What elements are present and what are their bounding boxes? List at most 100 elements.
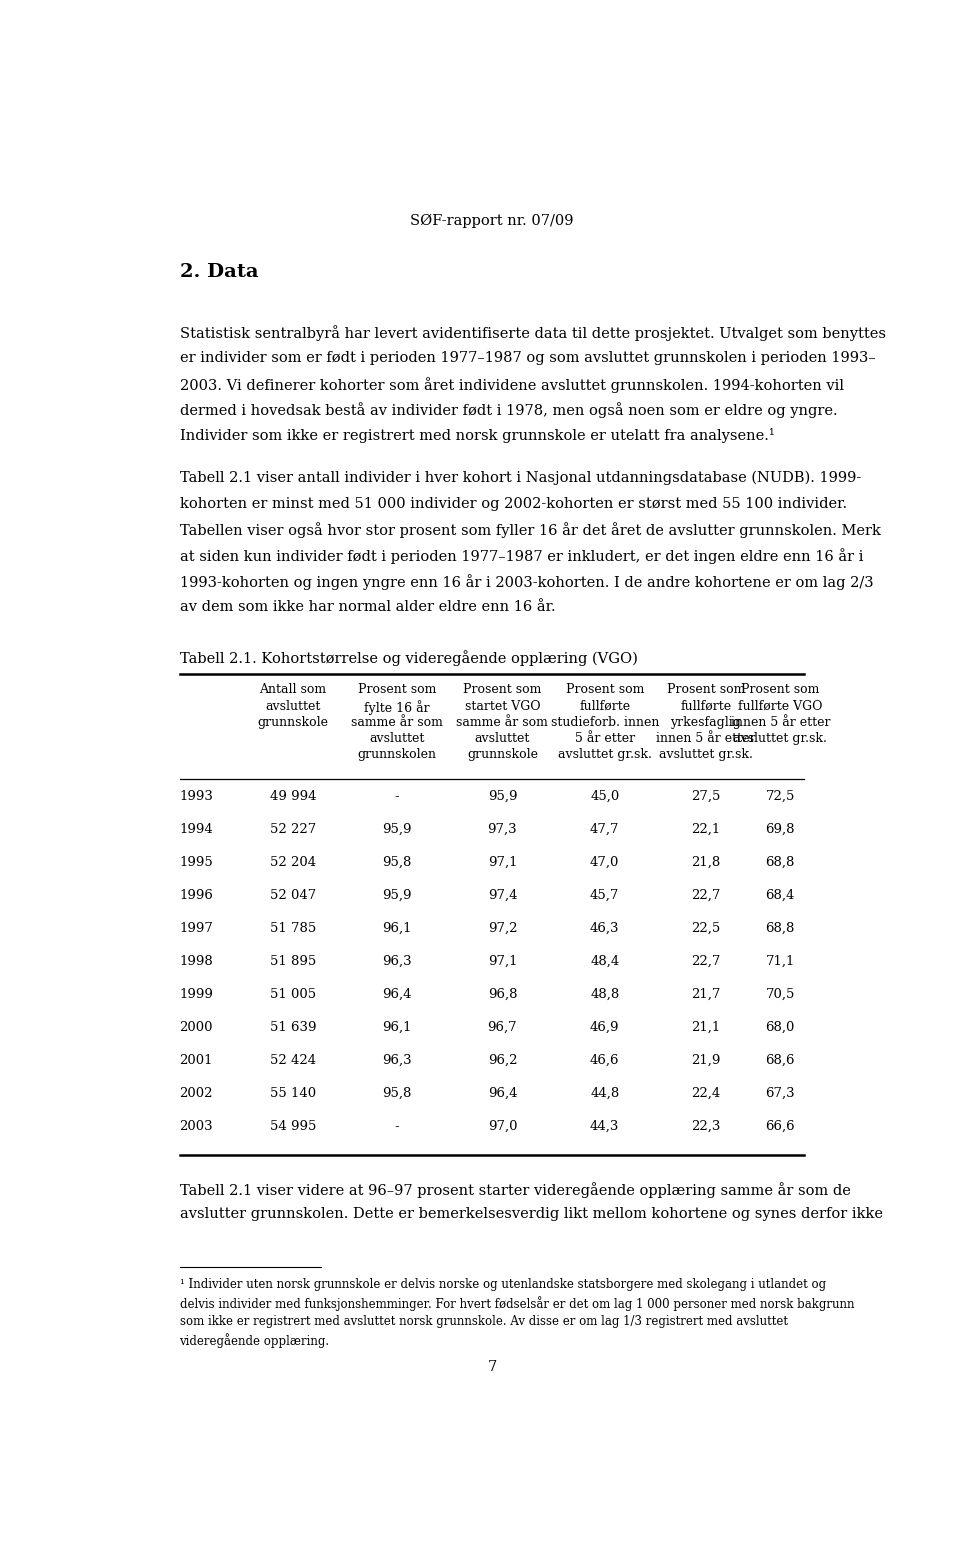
Text: SØF-rapport nr. 07/09: SØF-rapport nr. 07/09 xyxy=(410,214,574,228)
Text: 47,0: 47,0 xyxy=(590,856,619,868)
Text: 97,3: 97,3 xyxy=(488,823,517,836)
Text: 1994: 1994 xyxy=(180,823,213,836)
Text: Tabellen viser også hvor stor prosent som fyller 16 år det året de avslutter gru: Tabellen viser også hvor stor prosent so… xyxy=(180,522,880,538)
Text: 68,0: 68,0 xyxy=(766,1021,795,1034)
Text: 2001: 2001 xyxy=(180,1054,213,1066)
Text: 54 995: 54 995 xyxy=(270,1119,316,1133)
Text: 96,4: 96,4 xyxy=(382,988,412,1001)
Text: avsluttet gr.sk.: avsluttet gr.sk. xyxy=(733,733,828,745)
Text: Prosent som: Prosent som xyxy=(666,683,745,697)
Text: 21,9: 21,9 xyxy=(691,1054,721,1066)
Text: avsluttet: avsluttet xyxy=(265,700,321,712)
Text: Tabell 2.1 viser videre at 96–97 prosent starter videregående opplæring samme år: Tabell 2.1 viser videre at 96–97 prosent… xyxy=(180,1182,851,1197)
Text: 97,0: 97,0 xyxy=(488,1119,517,1133)
Text: 97,1: 97,1 xyxy=(488,856,517,868)
Text: 2000: 2000 xyxy=(180,1021,213,1034)
Text: startet VGO: startet VGO xyxy=(465,700,540,712)
Text: 22,1: 22,1 xyxy=(691,823,721,836)
Text: 21,8: 21,8 xyxy=(691,856,721,868)
Text: 27,5: 27,5 xyxy=(691,790,721,803)
Text: Prosent som: Prosent som xyxy=(464,683,541,697)
Text: 68,6: 68,6 xyxy=(765,1054,795,1066)
Text: grunnskole: grunnskole xyxy=(257,716,328,730)
Text: 44,3: 44,3 xyxy=(590,1119,619,1133)
Text: dermed i hovedsak bestå av individer født i 1978, men også noen som er eldre og : dermed i hovedsak bestå av individer fød… xyxy=(180,402,837,418)
Text: samme år som: samme år som xyxy=(351,716,444,730)
Text: Statistisk sentralbyrå har levert avidentifiserte data til dette prosjektet. Utv: Statistisk sentralbyrå har levert aviden… xyxy=(180,326,885,341)
Text: 71,1: 71,1 xyxy=(766,954,795,968)
Text: Antall som: Antall som xyxy=(259,683,326,697)
Text: avsluttet: avsluttet xyxy=(370,733,425,745)
Text: 52 424: 52 424 xyxy=(270,1054,316,1066)
Text: 95,9: 95,9 xyxy=(488,790,517,803)
Text: 45,7: 45,7 xyxy=(590,889,619,901)
Text: 21,7: 21,7 xyxy=(691,988,721,1001)
Text: av dem som ikke har normal alder eldre enn 16 år.: av dem som ikke har normal alder eldre e… xyxy=(180,600,555,614)
Text: avslutter grunnskolen. Dette er bemerkelsesverdig likt mellom kohortene og synes: avslutter grunnskolen. Dette er bemerkel… xyxy=(180,1208,882,1221)
Text: 7: 7 xyxy=(488,1359,496,1373)
Text: 47,7: 47,7 xyxy=(590,823,619,836)
Text: ¹ Individer uten norsk grunnskole er delvis norske og utenlandske statsborgere m: ¹ Individer uten norsk grunnskole er del… xyxy=(180,1278,826,1291)
Text: fullførte: fullførte xyxy=(681,700,732,712)
Text: 1995: 1995 xyxy=(180,856,213,868)
Text: Tabell 2.1 viser antall individer i hver kohort i Nasjonal utdanningsdatabase (N: Tabell 2.1 viser antall individer i hver… xyxy=(180,471,861,485)
Text: 96,1: 96,1 xyxy=(382,921,412,935)
Text: som ikke er registrert med avsluttet norsk grunnskole. Av disse er om lag 1/3 re: som ikke er registrert med avsluttet nor… xyxy=(180,1314,787,1328)
Text: grunnskole: grunnskole xyxy=(467,748,538,761)
Text: 95,8: 95,8 xyxy=(382,1087,412,1099)
Text: 52 204: 52 204 xyxy=(270,856,316,868)
Text: 22,7: 22,7 xyxy=(691,954,721,968)
Text: -: - xyxy=(395,1119,399,1133)
Text: 49 994: 49 994 xyxy=(270,790,316,803)
Text: Individer som ikke er registrert med norsk grunnskole er utelatt fra analysene.¹: Individer som ikke er registrert med nor… xyxy=(180,429,775,443)
Text: 96,8: 96,8 xyxy=(488,988,517,1001)
Text: Prosent som: Prosent som xyxy=(358,683,437,697)
Text: videregående opplæring.: videregående opplæring. xyxy=(180,1333,329,1349)
Text: at siden kun individer født i perioden 1977–1987 er inkludert, er det ingen eldr: at siden kun individer født i perioden 1… xyxy=(180,549,863,564)
Text: 1993: 1993 xyxy=(180,790,213,803)
Text: 2003. Vi definerer kohorter som året individene avsluttet grunnskolen. 1994-koho: 2003. Vi definerer kohorter som året ind… xyxy=(180,377,844,393)
Text: 68,8: 68,8 xyxy=(766,921,795,935)
Text: 95,8: 95,8 xyxy=(382,856,412,868)
Text: 51 785: 51 785 xyxy=(270,921,316,935)
Text: 96,3: 96,3 xyxy=(382,1054,412,1066)
Text: 68,8: 68,8 xyxy=(766,856,795,868)
Text: 48,4: 48,4 xyxy=(590,954,619,968)
Text: 48,8: 48,8 xyxy=(590,988,619,1001)
Text: 69,8: 69,8 xyxy=(765,823,795,836)
Text: 46,9: 46,9 xyxy=(590,1021,619,1034)
Text: 46,6: 46,6 xyxy=(590,1054,619,1066)
Text: 22,3: 22,3 xyxy=(691,1119,721,1133)
Text: 22,7: 22,7 xyxy=(691,889,721,901)
Text: innen 5 år etter: innen 5 år etter xyxy=(731,716,830,730)
Text: 52 047: 52 047 xyxy=(270,889,316,901)
Text: avsluttet gr.sk.: avsluttet gr.sk. xyxy=(659,748,753,761)
Text: 96,4: 96,4 xyxy=(488,1087,517,1099)
Text: 96,3: 96,3 xyxy=(382,954,412,968)
Text: avsluttet: avsluttet xyxy=(475,733,530,745)
Text: 51 639: 51 639 xyxy=(270,1021,316,1034)
Text: kohorten er minst med 51 000 individer og 2002-kohorten er størst med 55 100 ind: kohorten er minst med 51 000 individer o… xyxy=(180,497,847,511)
Text: 66,6: 66,6 xyxy=(765,1119,795,1133)
Text: 22,4: 22,4 xyxy=(691,1087,721,1099)
Text: 44,8: 44,8 xyxy=(590,1087,619,1099)
Text: yrkesfaglig: yrkesfaglig xyxy=(670,716,741,730)
Text: 95,9: 95,9 xyxy=(382,823,412,836)
Text: 2002: 2002 xyxy=(180,1087,213,1099)
Text: 97,2: 97,2 xyxy=(488,921,517,935)
Text: 95,9: 95,9 xyxy=(382,889,412,901)
Text: 55 140: 55 140 xyxy=(270,1087,316,1099)
Text: er individer som er født i perioden 1977–1987 og som avsluttet grunnskolen i per: er individer som er født i perioden 1977… xyxy=(180,351,876,365)
Text: grunnskolen: grunnskolen xyxy=(358,748,437,761)
Text: fylte 16 år: fylte 16 år xyxy=(365,700,430,714)
Text: 2003: 2003 xyxy=(180,1119,213,1133)
Text: 51 895: 51 895 xyxy=(270,954,316,968)
Text: 1997: 1997 xyxy=(180,921,213,935)
Text: 1998: 1998 xyxy=(180,954,213,968)
Text: 1996: 1996 xyxy=(180,889,213,901)
Text: 97,1: 97,1 xyxy=(488,954,517,968)
Text: 45,0: 45,0 xyxy=(590,790,619,803)
Text: 1999: 1999 xyxy=(180,988,213,1001)
Text: avsluttet gr.sk.: avsluttet gr.sk. xyxy=(558,748,652,761)
Text: 72,5: 72,5 xyxy=(766,790,795,803)
